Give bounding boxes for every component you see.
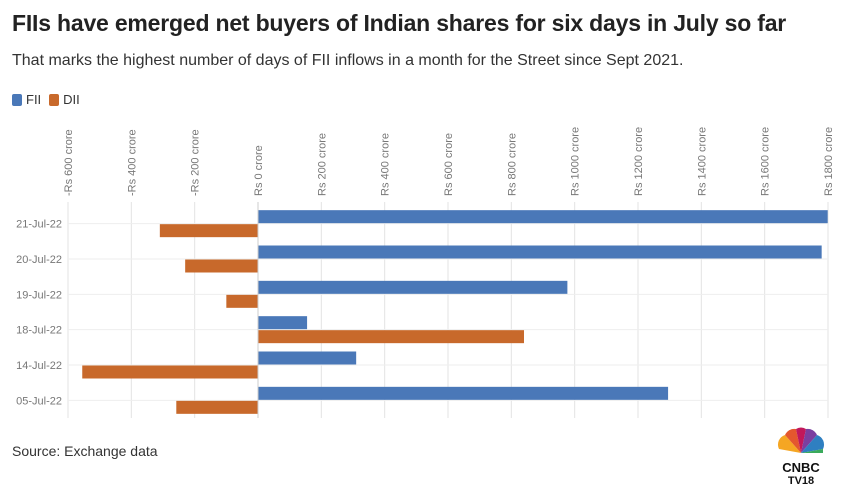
y-tick-label: 20-Jul-22 (16, 254, 62, 266)
cnbc-tv18-logo: CNBC TV18 (777, 427, 825, 486)
legend-label-dii: DII (63, 92, 80, 107)
bar-fii (258, 386, 669, 400)
legend-swatch-dii (49, 93, 60, 106)
x-tick-label: Rs 600 crore (443, 133, 455, 196)
bar-fii (258, 351, 357, 365)
chart-title: FIIs have emerged net buyers of Indian s… (12, 10, 787, 36)
x-tick-label: Rs 200 crore (316, 133, 328, 196)
bar-fii (258, 210, 828, 224)
x-tick-label: Rs 800 crore (506, 133, 518, 196)
svg-text:TV18: TV18 (788, 475, 814, 486)
x-tick-label: Rs 1000 crore (570, 127, 582, 196)
x-tick-label: Rs 0 crore (253, 145, 265, 196)
source-note: Source: Exchange data (12, 443, 158, 459)
chart-legend: FII DII (12, 92, 88, 107)
bar-dii (159, 224, 258, 238)
legend-label-fii: FII (26, 92, 42, 107)
bar-dii (226, 294, 258, 308)
bar-fii (258, 245, 822, 259)
y-tick-label: 18-Jul-22 (16, 325, 62, 337)
bar-dii (185, 259, 258, 273)
bar-fii (258, 280, 568, 294)
x-tick-label: Rs 400 crore (380, 133, 392, 196)
x-tick-label: -Rs 600 crore (63, 129, 75, 196)
x-tick-label: Rs 1400 crore (696, 127, 708, 196)
x-tick-label: Rs 1600 crore (760, 127, 772, 196)
legend-item-dii: DII (49, 92, 80, 107)
y-tick-label: 14-Jul-22 (16, 360, 62, 372)
bar-dii (258, 330, 524, 344)
y-tick-label: 05-Jul-22 (16, 395, 62, 407)
bar-dii (82, 365, 258, 379)
x-tick-label: Rs 1200 crore (633, 127, 645, 196)
legend-item-fii: FII (12, 92, 41, 107)
y-tick-label: 21-Jul-22 (16, 219, 62, 231)
svg-text:CNBC: CNBC (782, 460, 820, 475)
bar-dii (176, 400, 258, 414)
chart-subtitle: That marks the highest number of days of… (12, 52, 684, 69)
x-tick-label: -Rs 400 crore (126, 129, 138, 196)
bar-fii (258, 316, 308, 330)
x-tick-label: Rs 1800 crore (823, 127, 835, 196)
x-tick-label: -Rs 200 crore (190, 129, 202, 196)
legend-swatch-fii (12, 93, 22, 106)
y-tick-label: 19-Jul-22 (16, 289, 62, 301)
